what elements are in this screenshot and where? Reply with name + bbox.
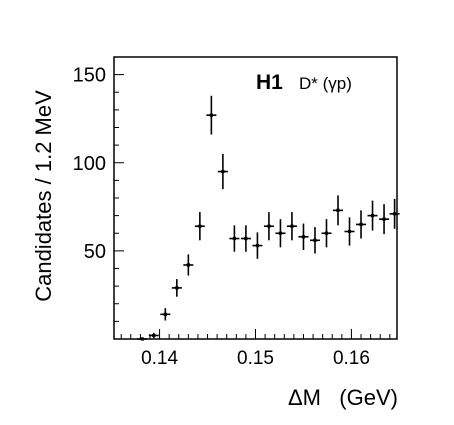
point-marker — [232, 236, 236, 241]
data-point — [171, 279, 182, 297]
x-tick-label: 0.16 — [333, 348, 370, 369]
data-point — [240, 225, 251, 252]
point-marker — [290, 224, 294, 228]
y-tick-label: 100 — [73, 153, 106, 175]
point-marker — [140, 337, 144, 341]
point-marker — [221, 169, 225, 174]
y-tick-label: 150 — [73, 65, 106, 87]
data-point — [275, 219, 286, 248]
data-point — [194, 212, 205, 241]
data-point — [298, 223, 309, 250]
data-point — [183, 254, 194, 276]
data-point — [356, 210, 367, 239]
data-point — [309, 227, 320, 254]
point-marker — [186, 263, 190, 267]
point-marker — [336, 208, 340, 212]
point-marker — [359, 222, 363, 227]
channel-label: D* (γp) — [299, 74, 352, 93]
data-point — [137, 337, 148, 341]
data-point — [286, 212, 297, 241]
data-point — [263, 212, 274, 241]
data-point — [321, 219, 332, 248]
data-point — [148, 332, 159, 339]
data-point — [333, 195, 344, 226]
data-point — [229, 225, 240, 252]
point-marker — [198, 224, 202, 228]
point-marker — [278, 231, 283, 235]
x-axis-label: ΔM (GeV) — [288, 385, 398, 410]
data-point — [252, 232, 263, 259]
x-tick-label: 0.15 — [237, 348, 274, 369]
point-marker — [209, 113, 213, 117]
point-marker — [347, 229, 352, 234]
legend-label: H1 D* (γp) — [256, 71, 352, 94]
point-marker — [255, 243, 260, 248]
plot-frame — [113, 56, 398, 340]
experiment-label: H1 — [256, 71, 283, 94]
data-point — [344, 217, 355, 246]
y-tick-label: 50 — [84, 241, 106, 263]
y-axis-label: Candidates / 1.2 MeV — [31, 90, 56, 302]
point-marker — [324, 231, 329, 235]
point-marker — [175, 286, 179, 290]
x-tick-label: 0.14 — [141, 348, 178, 369]
point-marker — [313, 238, 317, 242]
point-marker — [163, 312, 167, 316]
data-point — [206, 95, 217, 135]
data-point — [367, 200, 378, 231]
point-marker — [152, 333, 156, 338]
point-marker — [370, 214, 375, 218]
axis-ticks — [114, 56, 391, 339]
point-marker — [267, 224, 271, 228]
point-marker — [301, 235, 306, 239]
data-point — [379, 204, 390, 235]
point-marker — [382, 217, 386, 221]
point-marker — [393, 212, 397, 216]
data-point — [160, 308, 171, 321]
data-point — [389, 198, 400, 229]
data-points — [137, 95, 400, 341]
data-point — [217, 153, 228, 190]
tick-labels: 0.14 0.15 0.16 50 100 150 — [73, 65, 370, 369]
point-marker — [244, 236, 248, 241]
